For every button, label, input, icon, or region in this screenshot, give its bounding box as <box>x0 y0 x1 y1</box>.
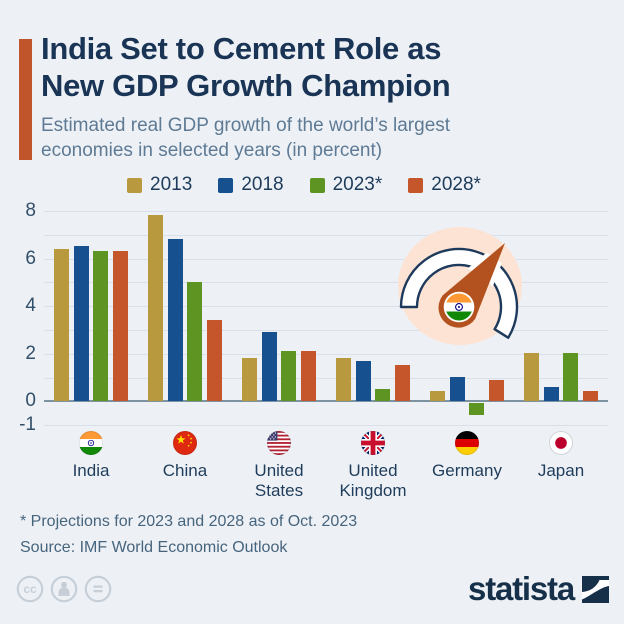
gridline <box>44 330 608 331</box>
bar-2023-japan <box>563 353 578 401</box>
india-flag-icon <box>79 431 103 455</box>
bar-2018-united-states <box>262 332 277 401</box>
bar-2028-germany <box>489 380 504 401</box>
y-tick-label: -1 <box>19 414 36 435</box>
gridline <box>44 378 608 379</box>
footnote-line: * Projections for 2023 and 2028 as of Oc… <box>20 513 358 530</box>
legend-label: 2013 <box>150 174 193 195</box>
gridline <box>44 354 608 355</box>
title-line-1: India Set to Cement Role as <box>41 31 442 66</box>
statista-logo[interactable]: statista <box>468 570 609 608</box>
legend-item-2018: 2018 <box>218 174 284 196</box>
gridline <box>44 425 608 426</box>
cc-icon[interactable]: cc <box>16 575 44 603</box>
y-axis: 8 6 4 2 0 -1 <box>0 200 36 435</box>
cc-license-icons[interactable]: cc <box>16 575 112 603</box>
attribution-person-icon[interactable] <box>50 575 78 603</box>
category-india: India <box>44 431 138 481</box>
x-axis: India China United States United Kingdom Ger… <box>44 431 608 511</box>
legend-swatch <box>309 177 325 193</box>
category-label: Japan <box>537 461 585 480</box>
germany-flag-icon <box>455 431 479 455</box>
equals-icon[interactable] <box>84 575 112 603</box>
gridline <box>44 259 608 260</box>
y-tick-label: 6 <box>25 248 36 269</box>
subtitle-line-1: Estimated real GDP growth of the world’s… <box>41 115 451 136</box>
japan-flag-icon <box>549 431 573 455</box>
plot-area <box>44 211 608 427</box>
bar-2028-japan <box>583 391 598 401</box>
category-germany: Germany <box>420 431 514 481</box>
bar-2028-china <box>207 320 222 401</box>
title-line-2: New GDP Growth Champion <box>41 68 451 103</box>
y-tick-label: 8 <box>25 200 36 221</box>
legend-item-2028: 2028* <box>408 174 481 196</box>
legend-swatch <box>218 177 234 193</box>
statista-logo-icon <box>582 575 609 603</box>
bar-2023-germany <box>469 403 484 415</box>
bar-2013-germany <box>430 391 445 401</box>
title-accent-bar <box>19 39 32 160</box>
y-tick-label: 2 <box>25 343 36 364</box>
bar-2018-germany <box>450 377 465 401</box>
bar-2023-china <box>187 282 202 401</box>
china-flag-icon <box>173 431 197 455</box>
united-states-flag-icon <box>267 431 291 455</box>
gridline <box>44 282 608 283</box>
gridline <box>44 211 608 212</box>
bar-2028-india <box>113 251 128 401</box>
chart-legend: 2013 2018 2023* 2028* <box>0 174 608 196</box>
bar-2018-japan <box>544 387 559 401</box>
category-china: China <box>138 431 232 481</box>
category-label: United States <box>254 461 304 500</box>
bar-2018-china <box>168 239 183 401</box>
legend-label: 2018 <box>241 174 284 195</box>
bar-2018-united-kingdom <box>356 361 371 401</box>
legend-item-2013: 2013 <box>127 174 192 196</box>
gridline <box>44 235 608 236</box>
india-flag-hub-icon <box>445 293 473 321</box>
bar-2023-united-states <box>281 351 296 401</box>
bar-2013-united-kingdom <box>336 358 351 401</box>
gridline <box>44 306 608 307</box>
legend-item-2023: 2023* <box>309 174 383 196</box>
statista-wordmark: statista <box>468 570 575 607</box>
bar-2013-china <box>148 215 163 401</box>
bar-2013-india <box>54 249 69 401</box>
speedometer-illustration <box>398 227 522 345</box>
category-united-kingdom: United Kingdom <box>326 431 420 501</box>
category-label: Germany <box>432 461 502 480</box>
category-label: United Kingdom <box>339 461 407 500</box>
united-kingdom-flag-icon <box>361 431 385 455</box>
category-japan: Japan <box>514 431 608 481</box>
source-line: Source: IMF World Economic Outlook <box>20 539 288 556</box>
legend-swatch <box>127 177 143 193</box>
bar-2028-united-states <box>301 351 316 401</box>
subtitle-line-2: economies in selected years (in percent) <box>41 140 383 161</box>
y-tick-label: 4 <box>25 295 36 316</box>
bar-2018-india <box>74 246 89 401</box>
legend-label: 2028* <box>431 174 481 195</box>
category-united-states: United States <box>232 431 326 501</box>
category-label: China <box>162 461 208 480</box>
legend-label: 2023* <box>332 174 383 195</box>
bar-2013-japan <box>524 353 539 401</box>
y-tick-label: 0 <box>25 390 36 411</box>
svg-text:cc: cc <box>23 582 37 596</box>
bar-2028-united-kingdom <box>395 365 410 401</box>
x-axis-zero-line <box>44 400 608 402</box>
bar-2013-united-states <box>242 358 257 401</box>
footnotes: * Projections for 2023 and 2028 as of Oc… <box>20 509 357 561</box>
page-subtitle: Estimated real GDP growth of the world’s… <box>41 113 450 163</box>
page-title: India Set to Cement Role as New GDP Grow… <box>41 30 451 104</box>
category-label: India <box>72 461 110 480</box>
bar-2023-united-kingdom <box>375 389 390 401</box>
legend-swatch <box>408 177 424 193</box>
bar-2023-india <box>93 251 108 401</box>
